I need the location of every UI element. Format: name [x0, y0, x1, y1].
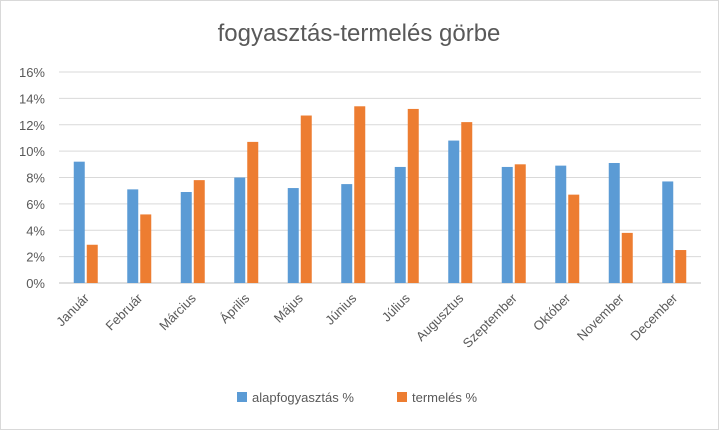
x-tick-label: Május [271, 290, 306, 325]
x-tick-label: Március [156, 290, 199, 333]
gridlines [59, 71, 701, 284]
bar-termeles [407, 108, 419, 283]
bar-termeles [621, 232, 633, 283]
bar-termeles [354, 106, 366, 283]
x-tick-label: Szeptember [460, 290, 521, 351]
x-tick-label: Augusztus [413, 290, 467, 344]
bar-alapfogyasztas [234, 177, 246, 283]
bar-termeles [140, 214, 152, 283]
bar-alapfogyasztas [501, 166, 513, 283]
bar-alapfogyasztas [555, 165, 567, 283]
y-tick-label: 14% [19, 91, 45, 106]
x-tick-label: Október [530, 290, 574, 334]
bars [73, 106, 687, 283]
bar-alapfogyasztas [341, 184, 353, 283]
x-tick-label: Június [322, 290, 360, 328]
bar-alapfogyasztas [448, 140, 460, 283]
bar-alapfogyasztas [662, 181, 674, 283]
bar-alapfogyasztas [394, 166, 406, 283]
bar-alapfogyasztas [287, 188, 299, 283]
bar-termeles [300, 115, 312, 283]
x-tick-label: November [574, 290, 627, 343]
bar-alapfogyasztas [127, 189, 139, 283]
x-tick-label: December [627, 290, 680, 343]
x-tick-label: Január [53, 290, 92, 329]
y-tick-label: 10% [19, 144, 45, 159]
bar-termeles [193, 180, 205, 283]
bar-alapfogyasztas [608, 162, 620, 283]
legend: alapfogyasztás % termelés % [237, 390, 477, 405]
y-axis-ticks: 0% 2% 4% 6% 8% 10% 12% 14% 16% [19, 65, 45, 291]
legend-swatch [397, 392, 407, 402]
bar-termeles [247, 141, 259, 283]
x-axis: Január Február Március Április Május Június Jú… [53, 290, 681, 351]
y-tick-label: 8% [26, 171, 45, 186]
y-tick-label: 4% [26, 223, 45, 238]
x-tick-label: Február [103, 290, 146, 333]
y-tick-label: 0% [26, 276, 45, 291]
x-tick-label: Április [217, 290, 253, 326]
legend-swatch [237, 392, 247, 402]
bar-termeles [514, 164, 526, 283]
bar-termeles [86, 244, 98, 283]
chart-title: fogyasztás-termelés görbe [218, 20, 501, 47]
y-tick-label: 16% [19, 65, 45, 80]
y-tick-label: 6% [26, 197, 45, 212]
y-tick-label: 12% [19, 118, 45, 133]
bar-termeles [461, 122, 473, 283]
y-tick-label: 2% [26, 250, 45, 265]
legend-label: termelés % [412, 390, 477, 405]
x-tick-label: Július [379, 290, 413, 324]
bar-alapfogyasztas [73, 161, 85, 283]
bar-termeles [568, 194, 580, 283]
legend-label: alapfogyasztás % [252, 390, 354, 405]
bar-termeles [675, 250, 687, 283]
bar-alapfogyasztas [180, 192, 192, 283]
